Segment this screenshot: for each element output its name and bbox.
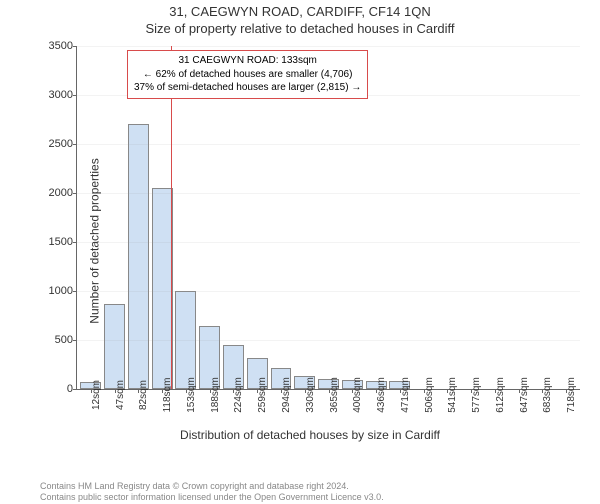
ytick-label: 3000 — [49, 89, 73, 101]
address-title: 31, CAEGWYN ROAD, CARDIFF, CF14 1QN — [0, 4, 600, 19]
bar-slot: 471sqm — [388, 46, 412, 389]
footer-line-2: Contains public sector information licen… — [40, 492, 384, 502]
bar-slot: 612sqm — [483, 46, 507, 389]
ytick-mark — [73, 193, 77, 194]
xtick-label: 153sqm — [186, 377, 197, 413]
chart-subtitle: Size of property relative to detached ho… — [0, 21, 600, 36]
xtick-label: 436sqm — [376, 377, 387, 413]
ytick-mark — [73, 144, 77, 145]
ytick-label: 3500 — [49, 40, 73, 52]
xtick-label: 12sqm — [91, 380, 102, 410]
bar-slot: 12sqm — [79, 46, 103, 389]
bar-slot: 577sqm — [459, 46, 483, 389]
ytick-mark — [73, 242, 77, 243]
gridline — [77, 242, 580, 243]
x-axis-label: Distribution of detached houses by size … — [40, 428, 580, 442]
xtick-label: 541sqm — [447, 377, 458, 413]
attribution-footer: Contains HM Land Registry data © Crown c… — [40, 481, 384, 502]
ytick-mark — [73, 340, 77, 341]
ytick-mark — [73, 46, 77, 47]
xtick-label: 47sqm — [115, 380, 126, 410]
xtick-label: 471sqm — [400, 377, 411, 413]
xtick-label: 577sqm — [471, 377, 482, 413]
bar-slot: 506sqm — [412, 46, 436, 389]
bar — [104, 304, 125, 389]
gridline — [77, 340, 580, 341]
xtick-label: 82sqm — [138, 380, 149, 410]
xtick-label: 188sqm — [210, 377, 221, 413]
bar-slot: 647sqm — [507, 46, 531, 389]
ytick-label: 1000 — [49, 285, 73, 297]
chart-container: Number of detached properties 12sqm47sqm… — [40, 46, 580, 436]
ytick-label: 500 — [55, 334, 73, 346]
ytick-label: 0 — [67, 383, 73, 395]
plot-area: 12sqm47sqm82sqm118sqm153sqm188sqm224sqm2… — [76, 46, 580, 390]
bar — [152, 188, 173, 389]
bar — [128, 124, 149, 389]
bar-slot: 683sqm — [531, 46, 555, 389]
xtick-label: 647sqm — [519, 377, 530, 413]
xtick-label: 718sqm — [566, 377, 577, 413]
gridline — [77, 193, 580, 194]
annotation-line: 31 CAEGWYN ROAD: 133sqm — [134, 54, 361, 68]
gridline — [77, 144, 580, 145]
ytick-label: 1500 — [49, 236, 73, 248]
annotation-line: ← 62% of detached houses are smaller (4,… — [134, 68, 361, 82]
xtick-label: 224sqm — [233, 377, 244, 413]
xtick-label: 259sqm — [257, 377, 268, 413]
xtick-label: 506sqm — [424, 377, 435, 413]
ytick-mark — [73, 389, 77, 390]
xtick-label: 330sqm — [305, 377, 316, 413]
xtick-label: 294sqm — [281, 377, 292, 413]
gridline — [77, 46, 580, 47]
annotation-box: 31 CAEGWYN ROAD: 133sqm← 62% of detached… — [127, 50, 368, 99]
xtick-label: 365sqm — [329, 377, 340, 413]
xtick-label: 400sqm — [352, 377, 363, 413]
xtick-label: 683sqm — [542, 377, 553, 413]
ytick-label: 2000 — [49, 187, 73, 199]
ytick-label: 2500 — [49, 138, 73, 150]
bar-slot: 47sqm — [103, 46, 127, 389]
gridline — [77, 291, 580, 292]
bar-slot: 718sqm — [554, 46, 578, 389]
footer-line-1: Contains HM Land Registry data © Crown c… — [40, 481, 384, 491]
ytick-mark — [73, 291, 77, 292]
ytick-mark — [73, 95, 77, 96]
annotation-line: 37% of semi-detached houses are larger (… — [134, 81, 361, 95]
bar-slot: 541sqm — [435, 46, 459, 389]
xtick-label: 612sqm — [495, 377, 506, 413]
